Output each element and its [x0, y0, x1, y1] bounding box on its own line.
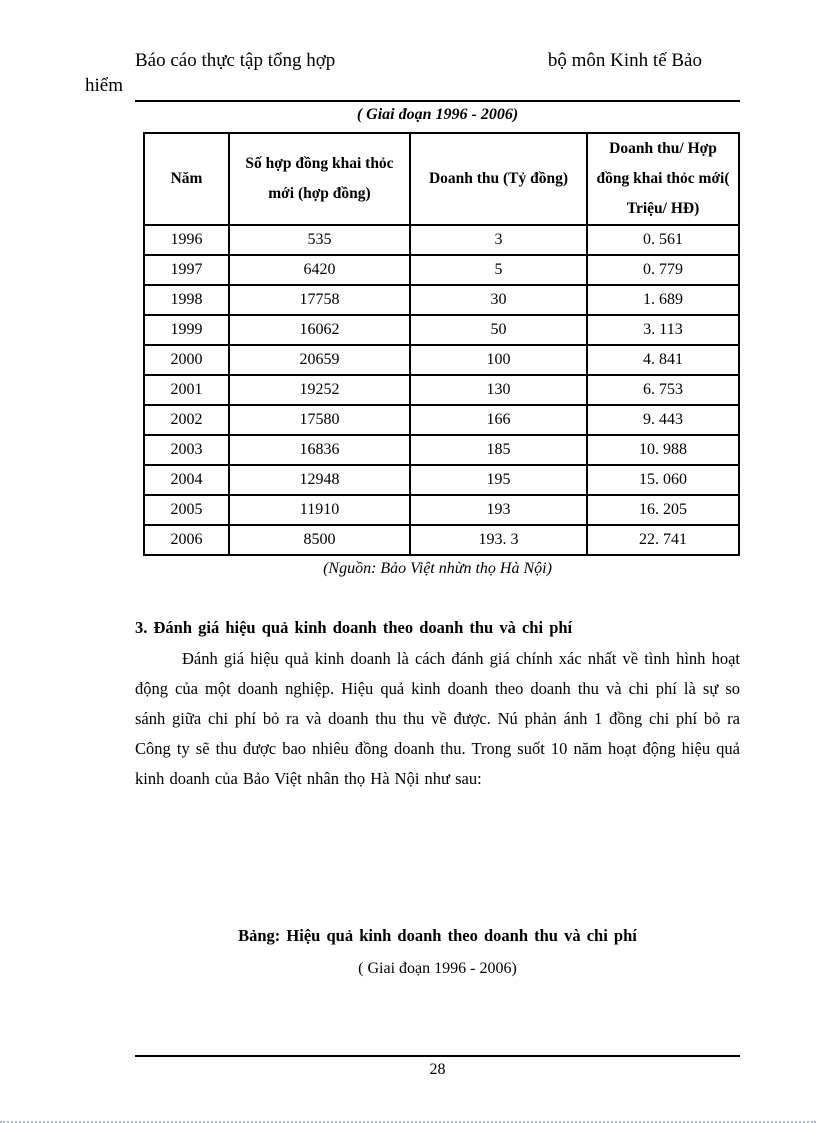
- running-header: Báo cáo thực tập tổng hợp bộ môn Kinh tế…: [85, 48, 740, 98]
- table-cell: 30: [409, 284, 588, 316]
- table-cell: 2006: [143, 524, 230, 556]
- table-cell: 19252: [228, 374, 411, 406]
- table-row: 1997 6420 5 0. 779: [143, 254, 740, 286]
- table-cell: 193: [409, 494, 588, 526]
- table-row: 2004 12948 195 15. 060: [143, 464, 740, 496]
- table-cell: 3. 113: [586, 314, 740, 346]
- table-cell: 11910: [228, 494, 411, 526]
- table-period-caption: ( Giai đoạn 1996 - 2006): [356, 106, 519, 123]
- table-cell: 2004: [143, 464, 230, 496]
- table-cell: 2003: [143, 434, 230, 466]
- table-row: 1998 17758 30 1. 689: [143, 284, 740, 316]
- header-department-wrap: hiểm: [85, 75, 123, 96]
- table-row: 2003 16836 185 10. 988: [143, 434, 740, 466]
- table-cell: 130: [409, 374, 588, 406]
- table-cell: 22. 741: [586, 524, 740, 556]
- table-cell: 16. 205: [586, 494, 740, 526]
- table-header-row: Năm Số hợp đồng khai thỏc mới (hợp đồng) D…: [143, 132, 740, 226]
- table-column-header: Doanh thu (Tỷ đồng): [409, 132, 588, 226]
- table-row: 2000 20659 100 4. 841: [143, 344, 740, 376]
- table-cell: 0. 561: [586, 224, 740, 256]
- table-row: 2001 19252 130 6. 753: [143, 374, 740, 406]
- table-cell: 166: [409, 404, 588, 436]
- table-cell: 2000: [143, 344, 230, 376]
- table-cell: 2002: [143, 404, 230, 436]
- page-number: 28: [429, 1061, 446, 1078]
- table-cell: 15. 060: [586, 464, 740, 496]
- table-cell: 1996: [143, 224, 230, 256]
- table-cell: 2005: [143, 494, 230, 526]
- table-cell: 20659: [228, 344, 411, 376]
- table-cell: 16836: [228, 434, 411, 466]
- body-paragraph: Đánh giá hiệu quả kinh doanh là cách đán…: [135, 649, 740, 788]
- table-cell: 1. 689: [586, 284, 740, 316]
- next-table-caption: Bảng: Hiệu quả kinh doanh theo doanh thu…: [135, 926, 740, 978]
- table-head: Năm Số hợp đồng khai thỏc mới (hợp đồng) D…: [143, 132, 740, 226]
- table-column-header: Doanh thu/ Hợp đồng khai thỏc mới( Triệu…: [586, 132, 740, 226]
- table-row: 2005 11910 193 16. 205: [143, 494, 740, 526]
- table-cell: 193. 3: [409, 524, 588, 556]
- table-cell: 5: [409, 254, 588, 286]
- page-footer: 28: [135, 1055, 740, 1079]
- table-cell: 17580: [228, 404, 411, 436]
- table-cell: 4. 841: [586, 344, 740, 376]
- table-cell: 12948: [228, 464, 411, 496]
- table-cell: 2001: [143, 374, 230, 406]
- table-source-note: (Nguồn: Bảo Việt nhừn thọ Hà Nội): [323, 560, 552, 577]
- table-cell: 50: [409, 314, 588, 346]
- table-cell: 1997: [143, 254, 230, 286]
- footer-rule: [135, 1055, 740, 1057]
- header-rule: [135, 100, 740, 102]
- table-column-header: Năm: [143, 132, 230, 226]
- table-cell: 17758: [228, 284, 411, 316]
- table-cell: 1998: [143, 284, 230, 316]
- table-cell: 6. 753: [586, 374, 740, 406]
- table-column-header: Số hợp đồng khai thỏc mới (hợp đồng): [228, 132, 411, 226]
- table-row: 1999 16062 50 3. 113: [143, 314, 740, 346]
- next-table-caption-subtitle: ( Giai đoạn 1996 - 2006): [358, 960, 517, 977]
- table-cell: 195: [409, 464, 588, 496]
- table-cell: 6420: [228, 254, 411, 286]
- table-cell: 10. 988: [586, 434, 740, 466]
- header-department: bộ môn Kinh tế Bảo: [547, 50, 702, 71]
- table-cell: 16062: [228, 314, 411, 346]
- table-cell: 185: [409, 434, 588, 466]
- table-row: 2002 17580 166 9. 443: [143, 404, 740, 436]
- table-cell: 8500: [228, 524, 411, 556]
- table-row: 2006 8500 193. 3 22. 741: [143, 524, 740, 556]
- table-cell: 3: [409, 224, 588, 256]
- table-cell: 0. 779: [586, 254, 740, 286]
- table-row: 1996 535 3 0. 561: [143, 224, 740, 256]
- table-cell: 100: [409, 344, 588, 376]
- section-heading: 3. Đánh giá hiệu quả kinh doanh theo doa…: [135, 618, 573, 637]
- table-cell: 1999: [143, 314, 230, 346]
- data-table: Năm Số hợp đồng khai thỏc mới (hợp đồng) D…: [143, 132, 740, 556]
- page-content: Báo cáo thực tập tổng hợp bộ môn Kinh tế…: [85, 48, 740, 978]
- table-cell: 535: [228, 224, 411, 256]
- table-body: 1996 535 3 0. 561 1997 6420 5 0. 779 1998 17758 30…: [143, 224, 740, 556]
- header-report-title: Báo cáo thực tập tổng hợp: [135, 50, 336, 71]
- table-cell: 9. 443: [586, 404, 740, 436]
- next-table-caption-title: Bảng: Hiệu quả kinh doanh theo doanh thu…: [238, 926, 637, 945]
